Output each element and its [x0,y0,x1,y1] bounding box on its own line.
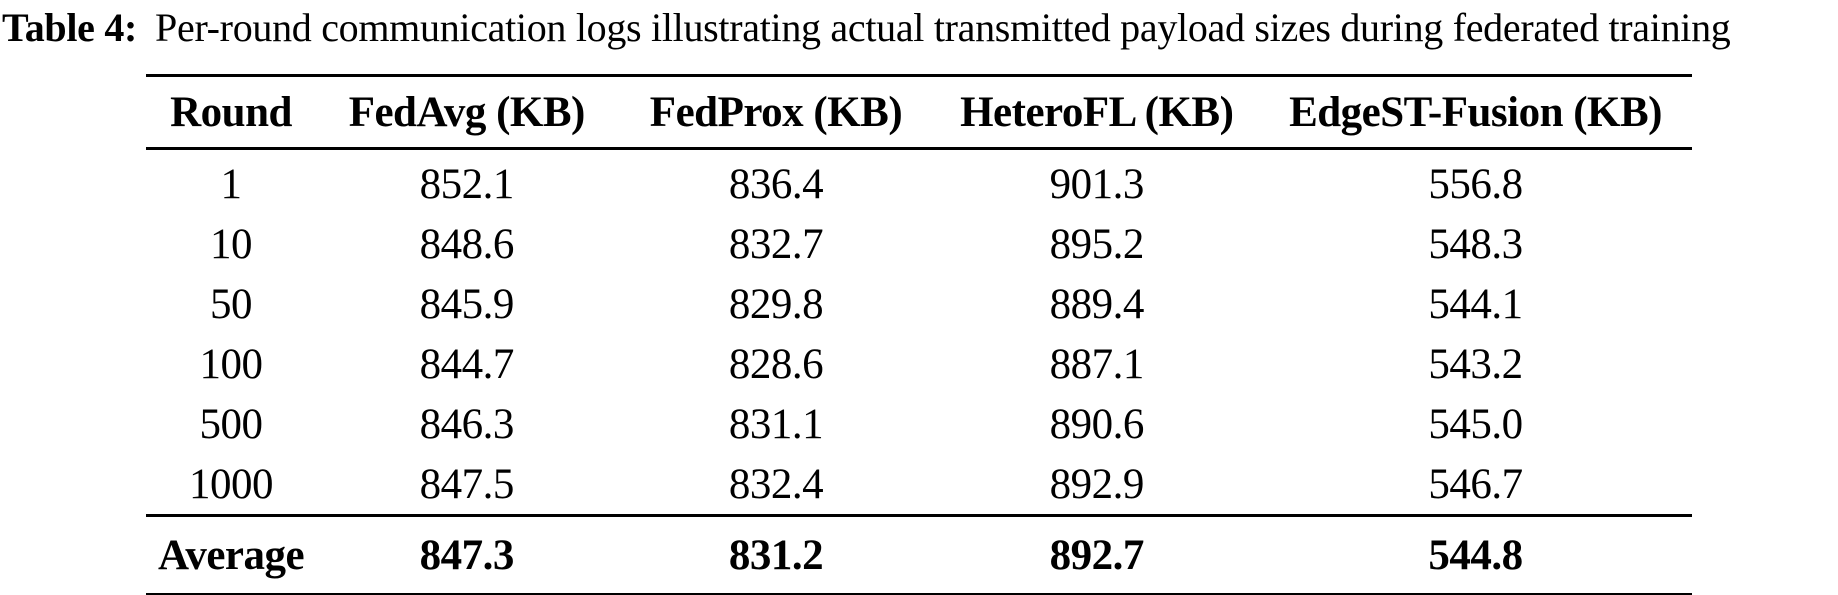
header-edgest-fusion: EdgeST-Fusion (KB) [1259,75,1692,150]
cell-fedprox: 829.8 [728,280,824,328]
table-row: 1000 847.5 832.4 892.9 546.7 [146,454,1692,516]
cell-heterofl: 887.1 [1049,340,1145,388]
table-row: 100 844.7 828.6 887.1 543.2 [146,334,1692,394]
average-label: Average [146,514,317,595]
table-caption-label: Table 4: [2,5,138,50]
table-caption: Table 4: Per-round communication logs ill… [2,4,1838,52]
average-heterofl: 892.7 [934,514,1260,595]
cell-heterofl: 895.2 [1049,220,1145,268]
cell-fedprox: 831.1 [728,400,824,448]
cell-fedprox: 836.4 [728,160,824,208]
cell-fedavg: 846.3 [419,400,515,448]
cell-fedavg: 844.7 [419,340,515,388]
table-row: 500 846.3 831.1 890.6 545.0 [146,394,1692,454]
average-fedavg: 847.3 [316,514,618,595]
table-average-row: Average 847.3 831.2 892.7 544.8 [146,514,1692,595]
cell-heterofl: 890.6 [1049,400,1145,448]
cell-fedprox: 832.4 [728,460,824,508]
cell-round: 500 [199,400,264,448]
cell-edgest-fusion: 543.2 [1428,340,1523,388]
table-row: 50 845.9 829.8 889.4 544.1 [146,274,1692,334]
cell-round: 1000 [189,460,274,508]
cell-round: 1 [220,160,243,208]
cell-round: 10 [210,220,253,268]
communication-log-table: Round FedAvg (KB) FedProx (KB) HeteroFL … [146,74,1692,595]
cell-heterofl: 889.4 [1049,280,1145,328]
cell-fedavg: 847.5 [419,460,515,508]
cell-edgest-fusion: 546.7 [1428,460,1523,508]
cell-heterofl: 892.9 [1049,460,1145,508]
cell-heterofl: 901.3 [1049,160,1145,208]
cell-round: 100 [199,340,264,388]
cell-fedavg: 848.6 [419,220,515,268]
average-fedprox: 831.2 [617,514,935,595]
table-caption-text: Per-round communication logs illustratin… [155,5,1731,50]
cell-edgest-fusion: 544.1 [1428,280,1523,328]
header-heterofl: HeteroFL (KB) [934,75,1260,150]
cell-edgest-fusion: 545.0 [1428,400,1523,448]
cell-edgest-fusion: 548.3 [1428,220,1523,268]
header-fedprox: FedProx (KB) [617,75,935,150]
cell-edgest-fusion: 556.8 [1428,160,1523,208]
table-row: 10 848.6 832.7 895.2 548.3 [146,214,1692,274]
header-fedavg: FedAvg (KB) [316,75,618,150]
header-round: Round [146,75,317,150]
table-row: 1 852.1 836.4 901.3 556.8 [146,149,1692,215]
table-header-row: Round FedAvg (KB) FedProx (KB) HeteroFL … [146,75,1692,150]
cell-fedavg: 845.9 [419,280,515,328]
cell-round: 50 [210,280,253,328]
average-edgest-fusion: 544.8 [1259,514,1692,595]
cell-fedprox: 828.6 [728,340,824,388]
cell-fedavg: 852.1 [419,160,515,208]
cell-fedprox: 832.7 [728,220,824,268]
